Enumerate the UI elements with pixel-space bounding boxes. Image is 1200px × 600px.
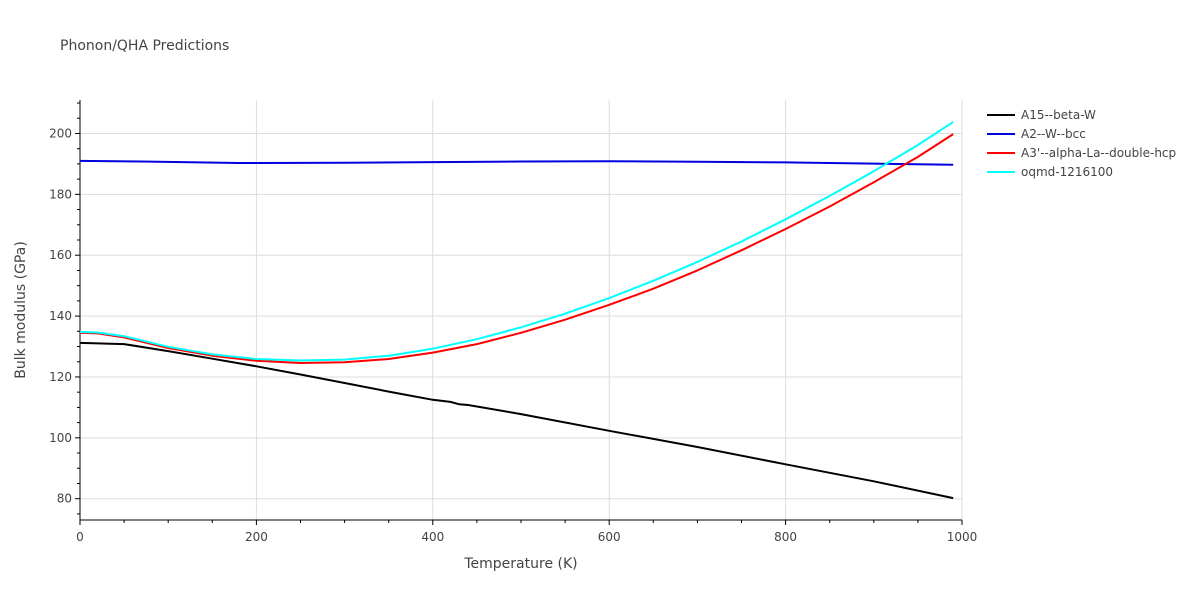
- y-tick-label: 200: [49, 126, 72, 140]
- legend-item[interactable]: A3'--alpha-La--double-hcp: [987, 146, 1176, 160]
- x-tick-label: 1000: [947, 530, 978, 544]
- grid: [80, 100, 963, 520]
- x-tick-label: 400: [421, 530, 444, 544]
- legend-label: A2--W--bcc: [1021, 127, 1086, 141]
- axes: [75, 100, 963, 525]
- x-axis-title: Temperature (K): [463, 556, 577, 572]
- y-axis-title: Bulk modulus (GPa): [13, 241, 29, 379]
- tick-labels: 0 200 400 600 800 1000 80 100 120 140 160 180 200: [49, 126, 977, 544]
- y-tick-label: 180: [49, 187, 72, 201]
- series-line-oqmd-1216100: [79, 121, 954, 362]
- y-tick-label: 140: [49, 309, 72, 323]
- series-line-a15-beta-w: [79, 341, 954, 500]
- x-tick-label: 200: [245, 530, 268, 544]
- legend-label: A15--beta-W: [1021, 108, 1096, 122]
- legend-label: A3'--alpha-La--double-hcp: [1021, 146, 1176, 160]
- y-tick-label: 160: [49, 248, 72, 262]
- legend-item[interactable]: A2--W--bcc: [987, 127, 1086, 141]
- legend-label: oqmd-1216100: [1021, 165, 1113, 179]
- x-tick-label: 600: [598, 530, 621, 544]
- legend-item[interactable]: oqmd-1216100: [987, 165, 1113, 179]
- legend-item[interactable]: A15--beta-W: [987, 108, 1096, 122]
- y-tick-label: 80: [57, 492, 72, 506]
- y-tick-label: 120: [49, 370, 72, 384]
- y-tick-label: 100: [49, 431, 72, 445]
- series-layer: [79, 121, 954, 500]
- legend[interactable]: A15--beta-W A2--W--bcc A3'--alpha-La--doub…: [987, 108, 1176, 179]
- series-line-a2-w-bcc: [79, 159, 954, 166]
- x-tick-label: 0: [76, 530, 84, 544]
- x-tick-label: 800: [774, 530, 797, 544]
- chart-title: Phonon/QHA Predictions: [60, 38, 229, 54]
- series-line-a3-alpha-la-double-hcp: [79, 133, 954, 364]
